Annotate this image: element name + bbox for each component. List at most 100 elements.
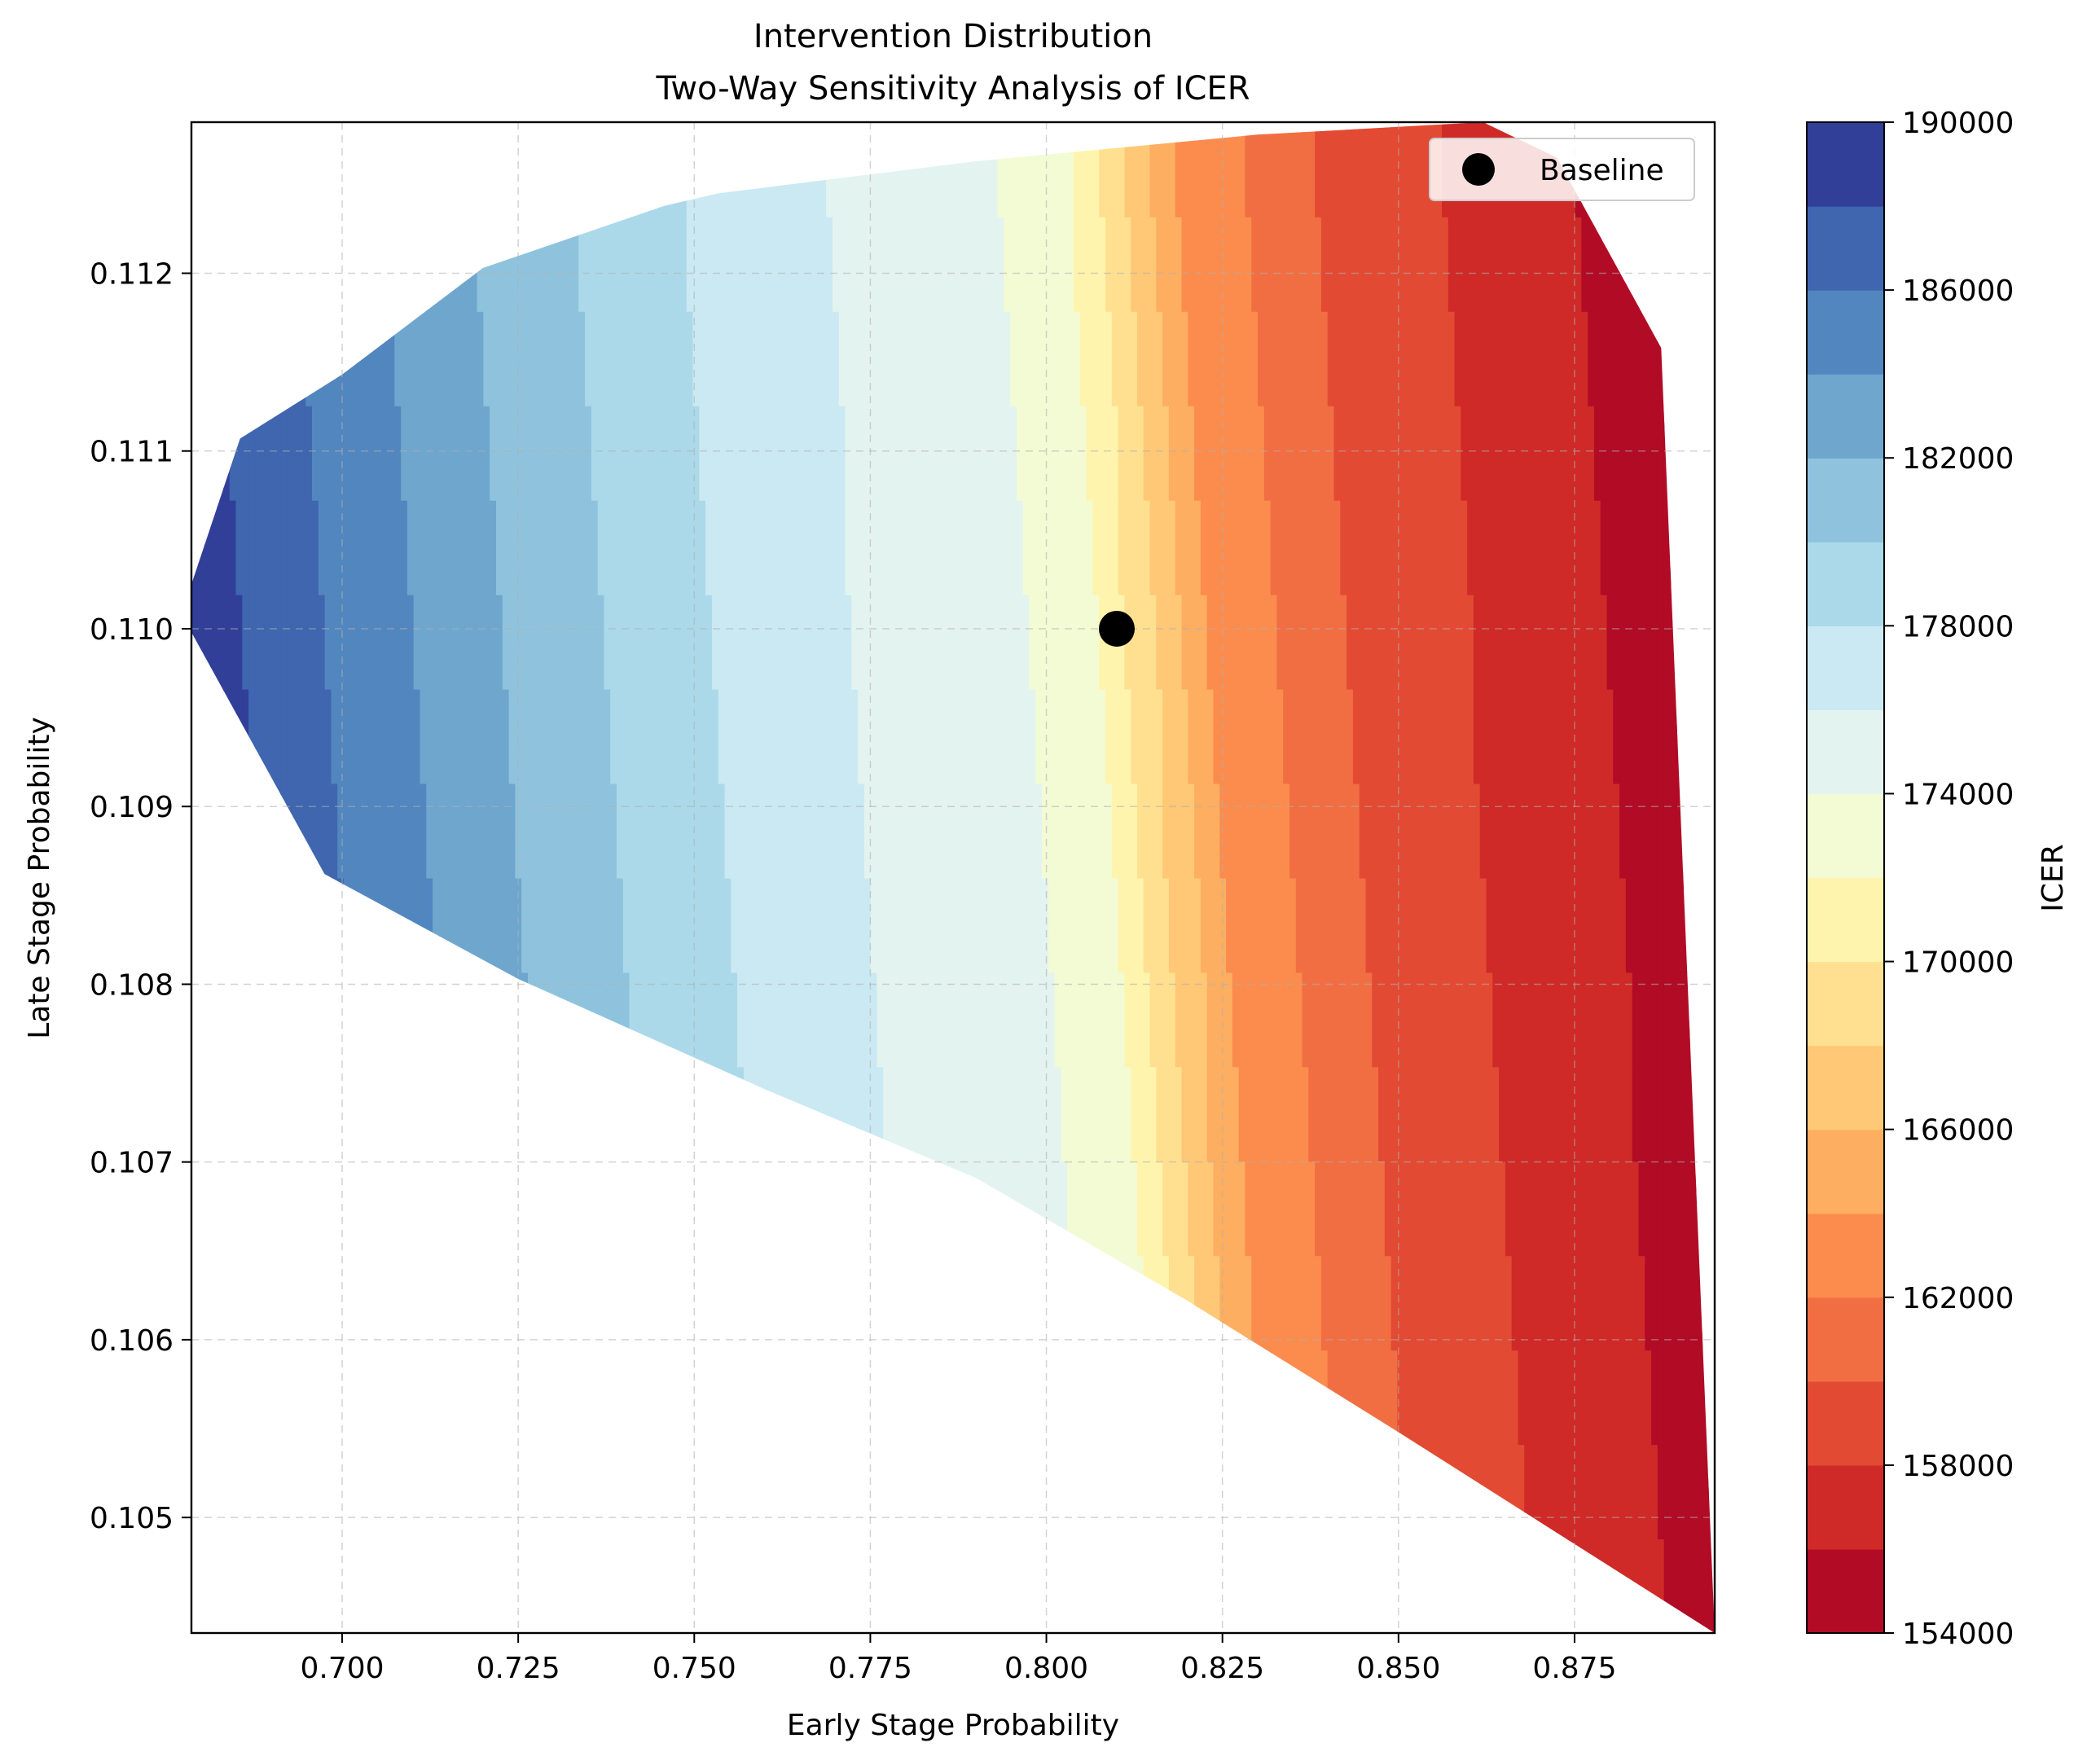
colorbar-segment bbox=[1807, 793, 1884, 879]
contour-cell bbox=[1054, 310, 1062, 406]
contour-cell bbox=[724, 594, 732, 690]
contour-cell bbox=[654, 783, 662, 879]
contour-cell bbox=[229, 688, 237, 784]
contour-cell bbox=[508, 310, 516, 406]
contour-cell bbox=[934, 1444, 942, 1539]
contour-cell bbox=[280, 1161, 288, 1257]
contour-cell bbox=[1124, 1066, 1132, 1162]
contour-cell bbox=[642, 310, 649, 406]
contour-cell bbox=[388, 405, 396, 501]
contour-cell bbox=[863, 972, 872, 1068]
contour-cell bbox=[648, 310, 656, 406]
contour-cell bbox=[648, 1161, 656, 1257]
contour-cell bbox=[985, 1539, 992, 1633]
contour-cell bbox=[1695, 783, 1703, 879]
contour-cell bbox=[648, 499, 656, 595]
contour-cell bbox=[438, 310, 446, 406]
contour-cell bbox=[1505, 972, 1513, 1068]
contour-cell bbox=[1276, 688, 1285, 784]
contour-cell bbox=[1594, 216, 1601, 312]
contour-cell bbox=[1308, 499, 1316, 595]
contour-cell bbox=[197, 594, 205, 690]
contour-cell bbox=[1099, 310, 1106, 406]
contour-cell bbox=[895, 1161, 903, 1257]
contour-cell bbox=[204, 1350, 212, 1446]
contour-cell bbox=[1524, 1444, 1531, 1539]
contour-cell bbox=[934, 688, 942, 784]
contour-cell bbox=[1390, 310, 1399, 406]
contour-cell bbox=[1022, 1255, 1030, 1351]
contour-cell bbox=[585, 310, 592, 406]
contour-cell bbox=[1505, 1255, 1513, 1351]
contour-cell bbox=[356, 122, 364, 217]
contour-cell bbox=[1352, 499, 1360, 595]
contour-cell bbox=[274, 1066, 282, 1162]
contour-cell bbox=[863, 405, 872, 501]
contour-cell bbox=[1042, 122, 1049, 217]
contour-cell bbox=[622, 1066, 630, 1162]
contour-cell bbox=[876, 783, 885, 879]
contour-cell bbox=[953, 1444, 960, 1539]
contour-cell bbox=[1092, 310, 1101, 406]
contour-cell bbox=[344, 1255, 351, 1351]
contour-cell bbox=[572, 1350, 580, 1446]
contour-cell bbox=[331, 1066, 339, 1162]
contour-cell bbox=[1372, 405, 1380, 501]
contour-cell bbox=[794, 216, 802, 312]
contour-cell bbox=[445, 1255, 453, 1351]
contour-cell bbox=[915, 499, 923, 595]
contour-cell bbox=[629, 310, 637, 406]
contour-cell bbox=[210, 310, 218, 406]
colorbar-segment bbox=[1807, 1548, 1884, 1634]
contour-cell bbox=[1232, 216, 1240, 312]
contour-cell bbox=[572, 1444, 580, 1539]
contour-cell bbox=[197, 499, 205, 595]
contour-cell bbox=[667, 594, 675, 690]
contour-cell bbox=[223, 877, 231, 973]
contour-cell bbox=[1213, 1161, 1221, 1257]
contour-cell bbox=[965, 877, 973, 973]
contour-cell bbox=[553, 1255, 560, 1351]
contour-cell bbox=[585, 877, 592, 973]
contour-cell bbox=[1042, 1444, 1049, 1539]
contour-cell bbox=[1613, 972, 1621, 1068]
contour-cell bbox=[299, 122, 307, 217]
contour-cell bbox=[858, 310, 865, 406]
contour-cell bbox=[1518, 1539, 1526, 1633]
contour-cell bbox=[845, 122, 853, 217]
contour-cell bbox=[1263, 688, 1272, 784]
contour-cell bbox=[819, 1444, 828, 1539]
contour-cell bbox=[622, 972, 630, 1068]
contour-cell bbox=[1105, 1255, 1113, 1351]
contour-cell bbox=[833, 1539, 840, 1633]
contour-cell bbox=[1074, 783, 1081, 879]
contour-cell bbox=[1543, 405, 1551, 501]
contour-cell bbox=[1258, 499, 1265, 595]
contour-cell bbox=[1651, 1539, 1658, 1633]
contour-cell bbox=[235, 1350, 244, 1446]
contour-cell bbox=[635, 1161, 644, 1257]
contour-cell bbox=[1600, 1350, 1608, 1446]
contour-cell bbox=[458, 877, 465, 973]
contour-cell bbox=[934, 1161, 942, 1257]
contour-cell bbox=[1320, 1350, 1329, 1446]
contour-cell bbox=[1162, 972, 1170, 1068]
contour-cell bbox=[756, 877, 764, 973]
contour-cell bbox=[324, 216, 332, 312]
contour-cell bbox=[559, 1444, 567, 1539]
contour-cell bbox=[940, 1255, 948, 1351]
contour-cell bbox=[496, 1350, 503, 1446]
contour-cell bbox=[1536, 405, 1544, 501]
contour-cell bbox=[947, 1350, 954, 1446]
contour-cell bbox=[940, 783, 948, 879]
contour-cell bbox=[267, 499, 275, 595]
contour-cell bbox=[1181, 1350, 1189, 1446]
contour-cell bbox=[597, 1444, 605, 1539]
contour-cell bbox=[1079, 499, 1087, 595]
colorbar-segment bbox=[1807, 1381, 1884, 1466]
contour-cell bbox=[217, 1350, 224, 1446]
contour-cell bbox=[388, 1539, 396, 1633]
contour-cell bbox=[388, 310, 396, 406]
contour-cell bbox=[1105, 1539, 1113, 1633]
contour-cell bbox=[1245, 783, 1253, 879]
